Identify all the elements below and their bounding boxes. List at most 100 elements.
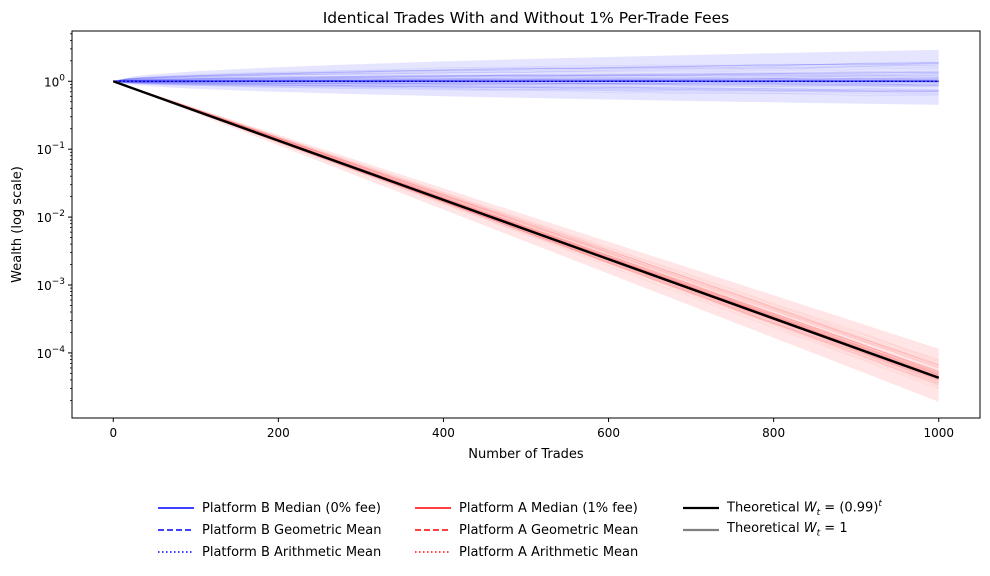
simulated-path [113, 80, 939, 85]
simulated-path [113, 80, 939, 86]
legend-label-prefix: Theoretical [727, 521, 804, 537]
legend-swatch-line [415, 507, 451, 509]
simulated-path [113, 80, 939, 85]
simulated-path [113, 80, 939, 91]
simulated-path [113, 80, 939, 373]
legend-item-theoretical-flat: Theoretical Wt = 1 [683, 519, 882, 541]
legend-swatch [415, 525, 451, 535]
legend-label: Platform B Geometric Mean [202, 522, 382, 538]
legend-item-theoretical-decay: Theoretical Wt = (0.99)t [683, 497, 882, 519]
simulated-path [113, 71, 939, 82]
simulated-path [113, 80, 939, 92]
simulated-path [113, 62, 939, 82]
simulated-path [113, 80, 939, 365]
simulated-path [113, 80, 939, 86]
simulated-path [113, 63, 939, 82]
simulated-path [113, 71, 939, 82]
legend-swatch [415, 503, 451, 513]
simulated-path [113, 80, 939, 94]
simulated-path [113, 80, 939, 367]
simulated-path [113, 80, 939, 366]
legend-label: Platform A Geometric Mean [459, 522, 639, 538]
x-tick-label: 200 [267, 426, 290, 440]
simulated-path [113, 66, 939, 82]
simulated-path [113, 80, 939, 86]
simulated-path [113, 78, 939, 82]
simulated-path [113, 68, 939, 82]
legend: Platform B Median (0% fee) Platform B Ge… [158, 497, 918, 567]
simulated-path [113, 71, 939, 82]
simulated-path [113, 80, 939, 361]
simulated-path [113, 80, 939, 88]
simulated-path [113, 80, 939, 93]
x-tick-label: 1000 [923, 426, 954, 440]
simulated-path [113, 62, 939, 82]
legend-swatch-line [415, 551, 451, 553]
legend-item-platform-a-median: Platform A Median (1% fee) [415, 497, 638, 519]
legend-label-var: W [803, 521, 817, 537]
band-envelope [113, 49, 939, 105]
legend-swatch [683, 503, 719, 513]
y-tick-label: 10−3 [36, 277, 65, 293]
y-tick-label: 10−2 [36, 209, 65, 225]
legend-column-theoretical: Theoretical Wt = (0.99)t Theoretical Wt … [683, 497, 882, 541]
simulated-path [113, 80, 939, 92]
legend-swatch-line [158, 529, 194, 531]
simulated-path [113, 74, 939, 82]
x-tick-label: 400 [432, 426, 455, 440]
simulated-path [113, 77, 939, 82]
simulated-path [113, 80, 939, 388]
legend-swatch-line [158, 551, 194, 553]
legend-label-sub: t [816, 507, 821, 518]
simulated-path [113, 74, 939, 82]
y-tick-label: 100 [44, 73, 65, 89]
chart-title: Identical Trades With and Without 1% Per… [323, 9, 730, 27]
simulated-path [113, 80, 939, 87]
legend-label: Platform A Median (1% fee) [459, 500, 638, 516]
simulated-path [113, 80, 939, 87]
x-tick-label: 800 [762, 426, 785, 440]
simulated-path [113, 72, 939, 82]
simulated-path [113, 64, 939, 82]
legend-swatch [415, 547, 451, 557]
legend-item-platform-a-arithmetic-mean: Platform A Arithmetic Mean [415, 541, 638, 563]
legend-label-sup: t [878, 498, 882, 509]
simulated-path [113, 63, 939, 82]
simulated-path [113, 71, 939, 82]
y-tick-label: 10−1 [36, 141, 65, 157]
simulated-path [113, 80, 939, 86]
simulated-path [113, 75, 939, 82]
legend-item-platform-b-arithmetic-mean: Platform B Arithmetic Mean [158, 541, 381, 563]
simulated-path [113, 80, 939, 366]
legend-label: Platform A Arithmetic Mean [459, 544, 639, 560]
legend-label: Platform B Arithmetic Mean [202, 544, 382, 560]
plot-frame [71, 30, 981, 419]
legend-label: Platform B Median (0% fee) [202, 500, 381, 516]
legend-swatch-line [683, 528, 719, 532]
x-tick-label: 600 [597, 426, 620, 440]
simulated-path [113, 80, 939, 93]
simulated-path [113, 80, 939, 369]
series-lines [112, 80, 940, 379]
legend-swatch-line [415, 529, 451, 531]
legend-label-var: W [803, 499, 817, 515]
band-envelope [113, 81, 939, 402]
x-axis-label: Number of Trades [468, 447, 584, 462]
simulated-path [113, 80, 939, 92]
legend-item-platform-b-geometric-mean: Platform B Geometric Mean [158, 519, 381, 541]
legend-label-rest: = (0.99) [820, 499, 879, 515]
y-tick-label: 10−4 [36, 345, 65, 361]
series-line [112, 80, 940, 379]
legend-item-platform-a-geometric-mean: Platform A Geometric Mean [415, 519, 638, 541]
simulated-path [113, 76, 939, 82]
simulated-path [113, 80, 939, 93]
simulated-path [113, 80, 939, 363]
simulated-path [113, 72, 939, 82]
legend-label-prefix: Theoretical [727, 499, 804, 515]
simulated-path [113, 62, 939, 82]
simulation-bands [113, 49, 939, 402]
y-axis: 10−4 10−3 10−2 10−1 100 [36, 33, 72, 401]
legend-swatch [683, 525, 719, 535]
simulated-path [113, 74, 939, 82]
band-platform-b [113, 49, 939, 105]
